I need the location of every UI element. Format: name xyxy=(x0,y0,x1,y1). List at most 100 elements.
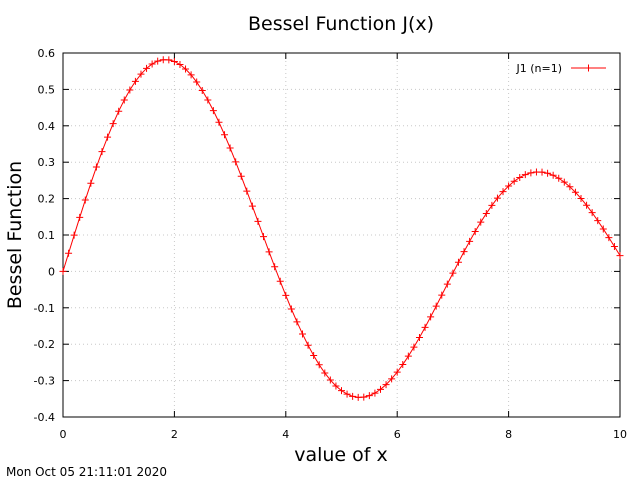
data-point-marker xyxy=(76,213,84,221)
data-point-marker xyxy=(87,179,95,187)
data-point-marker xyxy=(382,381,390,389)
x-tick-label: 8 xyxy=(505,428,512,441)
data-point-marker xyxy=(571,188,579,196)
data-point-marker xyxy=(404,352,412,360)
data-point-marker xyxy=(120,96,128,104)
data-point-marker xyxy=(527,169,535,177)
data-point-marker xyxy=(209,107,217,115)
y-tick-label: 0.3 xyxy=(38,156,56,169)
y-tick-label: 0.4 xyxy=(38,120,56,133)
data-point-marker xyxy=(243,187,251,195)
data-point-marker xyxy=(65,249,73,257)
data-point-marker xyxy=(293,318,301,326)
data-point-marker xyxy=(59,267,67,275)
data-point-marker xyxy=(577,194,585,202)
legend: J1 (n=1) xyxy=(515,62,606,75)
data-point-marker xyxy=(321,369,329,377)
data-point-marker xyxy=(338,387,345,395)
data-point-marker xyxy=(182,65,190,73)
x-tick-label: 2 xyxy=(171,428,178,441)
data-point-marker xyxy=(204,96,212,104)
data-point-marker xyxy=(438,291,446,299)
y-tick-label: -0.3 xyxy=(34,375,55,388)
data-point-marker xyxy=(154,57,162,65)
data-point-marker xyxy=(555,174,563,182)
data-point-marker xyxy=(538,168,546,176)
data-point-marker xyxy=(148,60,156,68)
plot-frame xyxy=(62,52,621,418)
data-point-marker xyxy=(254,217,262,225)
data-point-marker xyxy=(126,86,134,94)
chart-title: Bessel Function J(x) xyxy=(248,13,434,35)
y-tick-label: -0.1 xyxy=(34,302,55,315)
data-point-marker xyxy=(265,248,273,256)
data-point-marker xyxy=(365,392,373,400)
data-point-marker xyxy=(588,209,596,217)
data-point-marker xyxy=(616,252,624,260)
data-point-marker xyxy=(432,302,440,310)
data-point-marker xyxy=(343,390,351,398)
data-point-marker xyxy=(98,148,106,156)
x-tick-label: 0 xyxy=(60,428,67,441)
data-point-marker xyxy=(610,243,618,251)
y-tick-label: 0.6 xyxy=(38,47,56,60)
data-point-marker xyxy=(471,228,479,236)
data-point-marker xyxy=(516,173,524,181)
data-point-marker xyxy=(460,248,468,256)
data-point-marker xyxy=(388,375,396,383)
data-point-marker xyxy=(427,313,435,321)
data-point-marker xyxy=(371,389,379,397)
data-point-marker xyxy=(415,334,423,342)
y-tick-label: 0 xyxy=(48,265,55,278)
data-point-marker xyxy=(599,225,607,233)
data-point-marker xyxy=(92,163,100,171)
data-point-marker xyxy=(232,158,240,166)
data-point-marker xyxy=(131,77,139,85)
y-tick-label: 0.1 xyxy=(38,229,56,242)
data-point-marker xyxy=(560,178,568,186)
data-point-marker xyxy=(499,188,507,196)
data-point-marker xyxy=(304,341,312,349)
data-point-marker xyxy=(521,171,529,179)
data-point-marker xyxy=(493,194,501,202)
x-tick-labels: 0 2 4 6 8 10 xyxy=(60,428,628,441)
data-point-marker xyxy=(226,144,234,152)
data-point-marker xyxy=(282,291,290,299)
data-point-marker xyxy=(187,71,195,79)
data-point-marker xyxy=(115,107,123,115)
x-tick-label: 10 xyxy=(613,428,627,441)
data-point-marker xyxy=(443,280,451,288)
legend-label-j1: J1 (n=1) xyxy=(515,62,562,75)
data-point-marker xyxy=(215,118,223,126)
data-point-marker xyxy=(544,169,552,177)
data-point-marker xyxy=(393,368,401,376)
data-point-marker xyxy=(299,330,307,338)
data-point-marker xyxy=(466,237,474,245)
data-point-marker xyxy=(143,64,151,72)
data-point-marker xyxy=(315,361,323,369)
y-axis-title: Bessel Function xyxy=(4,161,26,309)
x-tick-label: 4 xyxy=(282,428,289,441)
data-point-marker xyxy=(170,57,178,65)
data-point-marker xyxy=(81,196,89,204)
data-point-marker xyxy=(605,234,613,242)
data-point-marker xyxy=(549,171,557,179)
data-point-marker xyxy=(70,231,78,239)
data-point-marker xyxy=(505,182,513,190)
series-line-j1 xyxy=(62,59,621,398)
data-point-marker xyxy=(104,133,112,141)
data-point-marker xyxy=(594,217,602,225)
y-tick-label: 0.5 xyxy=(38,83,56,96)
series-markers-j1 xyxy=(59,56,624,401)
data-point-marker xyxy=(449,269,457,277)
data-point-marker xyxy=(326,376,334,384)
data-point-marker xyxy=(360,393,368,401)
data-point-marker xyxy=(193,78,201,86)
x-tick-label: 6 xyxy=(394,428,401,441)
y-tick-label: -0.2 xyxy=(34,338,55,351)
data-point-marker xyxy=(237,172,245,180)
data-point-marker xyxy=(276,277,284,285)
timestamp: Mon Oct 05 21:11:01 2020 xyxy=(6,465,167,479)
data-point-marker xyxy=(221,131,229,139)
